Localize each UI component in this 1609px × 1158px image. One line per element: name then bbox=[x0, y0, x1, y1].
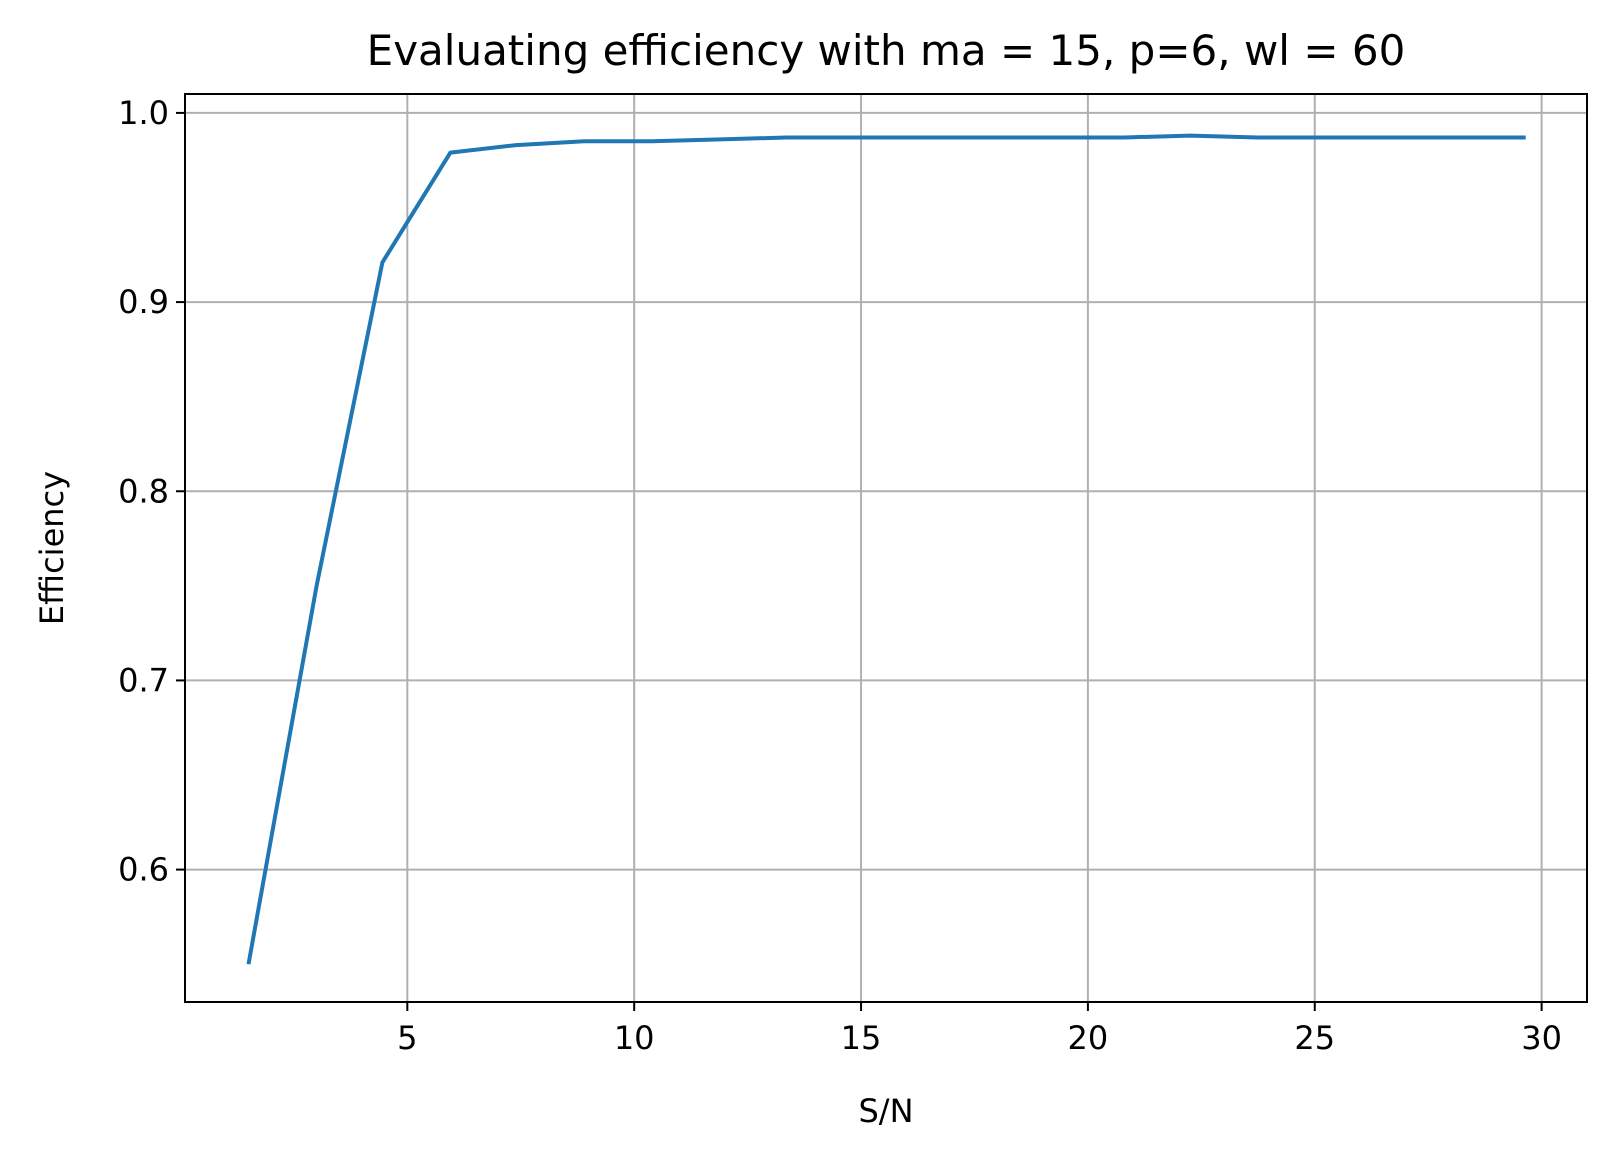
grid-lines bbox=[185, 94, 1587, 1002]
x-tick-label: 20 bbox=[1068, 1019, 1109, 1057]
y-axis-ticks: 0.6 0.7 0.8 0.9 1.0 bbox=[118, 94, 185, 889]
y-tick-label: 0.8 bbox=[118, 472, 169, 510]
x-tick-label: 15 bbox=[841, 1019, 882, 1057]
x-axis-ticks: 5 10 15 20 25 30 bbox=[397, 1002, 1562, 1057]
x-tick-label: 30 bbox=[1521, 1019, 1562, 1057]
y-tick-label: 0.7 bbox=[118, 661, 169, 699]
y-tick-label: 0.9 bbox=[118, 283, 169, 321]
y-tick-label: 0.6 bbox=[118, 851, 169, 889]
x-tick-label: 5 bbox=[397, 1019, 417, 1057]
y-tick-label: 1.0 bbox=[118, 94, 169, 132]
series-line bbox=[246, 133, 1526, 965]
plot-area-frame bbox=[184, 93, 1588, 1003]
x-tick-label: 10 bbox=[614, 1019, 655, 1057]
chart-title: Evaluating efficiency with ma = 15, p=6,… bbox=[367, 26, 1406, 75]
x-tick-label: 25 bbox=[1294, 1019, 1335, 1057]
series-layer bbox=[246, 133, 1526, 965]
y-axis-label: Efficiency bbox=[33, 471, 71, 625]
x-axis-label: S/N bbox=[858, 1092, 913, 1130]
